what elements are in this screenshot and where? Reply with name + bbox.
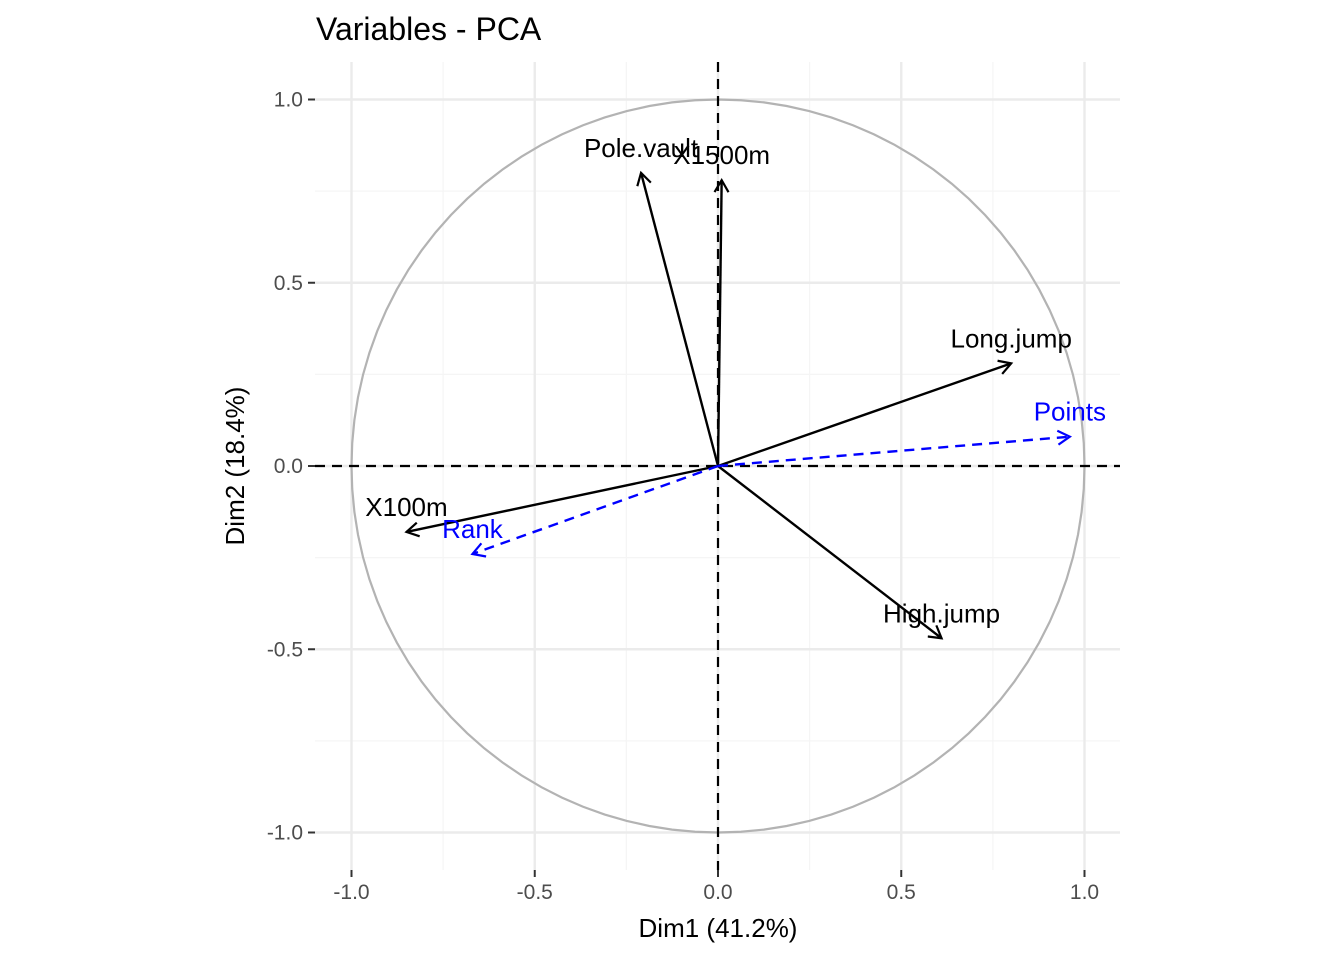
arrow-x100m bbox=[404, 464, 719, 538]
y-tick-label: -0.5 bbox=[267, 638, 303, 661]
y-tick-label: -1.0 bbox=[267, 822, 303, 845]
label-x1500m: X1500m bbox=[673, 140, 770, 170]
arrow-high-jump bbox=[717, 465, 944, 640]
arrow-long-jump bbox=[717, 359, 1014, 468]
x-tick-label: 1.0 bbox=[1070, 881, 1099, 904]
x-tick-label: -1.0 bbox=[333, 881, 369, 904]
x-axis-title: Dim1 (41.2%) bbox=[639, 913, 798, 943]
y-tick-label: 0.0 bbox=[274, 455, 303, 478]
arrow-points bbox=[717, 429, 1073, 468]
y-axis-ticks: 1.0 0.5 0.0 -0.5 -1.0 bbox=[267, 89, 315, 845]
y-tick-label: 0.5 bbox=[274, 272, 303, 295]
y-axis-title: Dim2 (18.4%) bbox=[220, 387, 250, 546]
x-tick-label: -0.5 bbox=[517, 881, 553, 904]
label-high-jump: High.jump bbox=[883, 598, 1000, 628]
variable-arrows bbox=[404, 170, 1073, 640]
arrow-pole-vault bbox=[636, 170, 720, 467]
y-tick-label: 1.0 bbox=[274, 89, 303, 112]
label-x100m: X100m bbox=[365, 492, 447, 522]
x-tick-label: 0.5 bbox=[887, 881, 916, 904]
label-points: Points bbox=[1034, 397, 1106, 427]
x-tick-label: 0.0 bbox=[703, 881, 732, 904]
x-axis-ticks: -1.0 -0.5 0.0 0.5 1.0 bbox=[333, 870, 1099, 904]
reference-lines bbox=[315, 62, 1120, 870]
label-pole-vault: Pole.vault bbox=[584, 133, 699, 163]
arrow-x1500m bbox=[713, 177, 730, 467]
label-long-jump: Long.jump bbox=[950, 323, 1071, 353]
chart-title: Variables - PCA bbox=[316, 11, 542, 47]
arrow-rank bbox=[470, 464, 719, 558]
label-rank: Rank bbox=[442, 514, 504, 544]
